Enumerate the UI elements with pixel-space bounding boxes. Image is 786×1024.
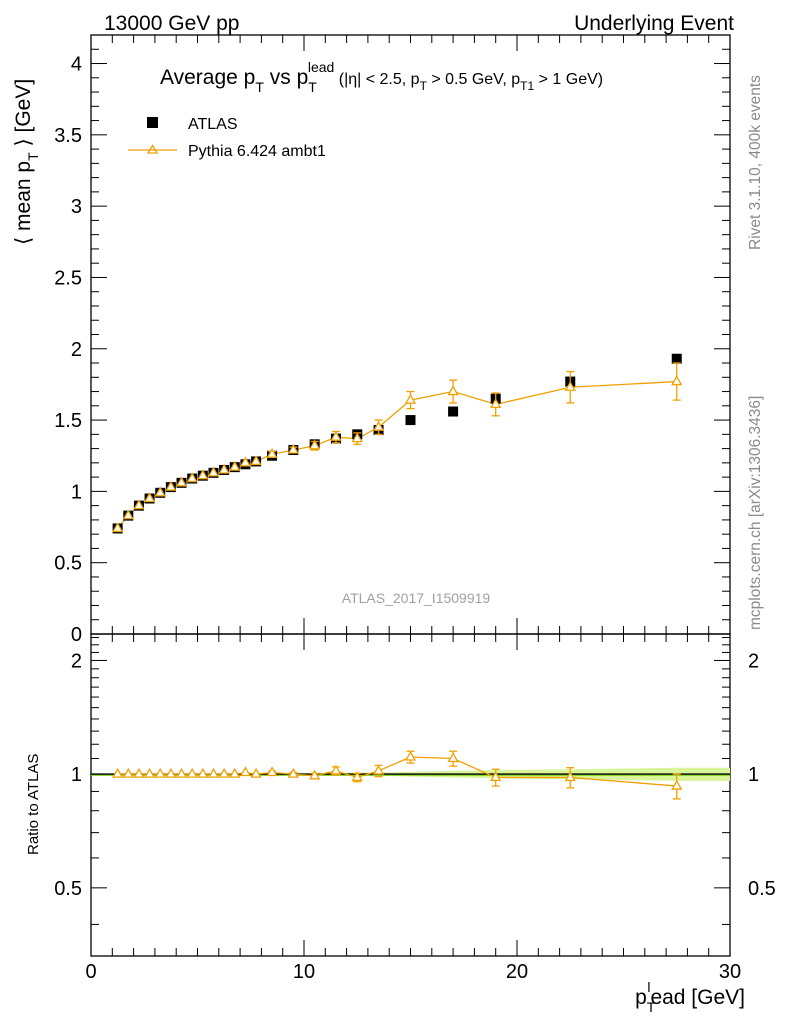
- pythia-point: [143, 492, 156, 503]
- ratio-pythia-point: [404, 750, 417, 761]
- pythia-point: [404, 393, 417, 404]
- ratio-y-tick-label-right: 2: [748, 650, 759, 672]
- atlas-point: [671, 353, 682, 364]
- ratio-y-tick-label-right: 0.5: [748, 878, 776, 900]
- pythia-point: [351, 432, 363, 443]
- ratio-pythia-point: [671, 779, 683, 790]
- pythia-point: [309, 439, 321, 450]
- pythia-point: [122, 509, 134, 520]
- ratio-pythia-point: [218, 767, 230, 778]
- chart-title: Average pT vs pTlead (|η| < 2.5, pT > 0.…: [160, 59, 603, 95]
- ratio-pythia-point: [229, 767, 241, 778]
- x-axis-label: pTlead [GeV]: [635, 979, 745, 1015]
- main-marks: [112, 353, 683, 534]
- ratio-pythia-point: [175, 767, 188, 778]
- pythia-point: [564, 380, 576, 391]
- pythia-line: [117, 380, 677, 529]
- pythia-point: [250, 455, 262, 466]
- pythia-point: [266, 447, 278, 458]
- x-tick-label: 30: [719, 961, 741, 983]
- legend-pythia-label: Pythia 6.424 ambt1: [188, 143, 326, 160]
- ratio-pythia-point: [197, 767, 209, 778]
- pythia-point: [287, 443, 299, 454]
- ratio-marks: [91, 750, 731, 800]
- main-plot-frame: [90, 34, 731, 635]
- pythia-point: [133, 499, 145, 510]
- ratio-pythia-point: [490, 771, 502, 782]
- y-tick-label: 1: [71, 481, 82, 503]
- ratio-y-tick-label: 0.5: [54, 878, 82, 900]
- ratio-pythia-point: [207, 767, 220, 778]
- ratio-pythia-point: [112, 767, 124, 778]
- ratio-pythia-point: [154, 767, 166, 778]
- y-tick-label: 4: [71, 54, 82, 76]
- atlas-point: [405, 415, 416, 426]
- legend-atlas-label: ATLAS: [188, 116, 238, 133]
- rivet-label: Rivet 3.1.10, 400k events: [747, 75, 764, 250]
- ratio-pythia-point: [165, 767, 177, 778]
- ratio-y-axis-label: Ratio to ATLAS: [25, 754, 42, 855]
- pythia-point: [447, 385, 459, 396]
- ratio-pythia-point: [330, 764, 342, 775]
- y-tick-label: 2: [71, 339, 82, 361]
- ratio-pythia-point: [351, 771, 363, 782]
- ratio-pythia-point: [372, 764, 385, 775]
- pythia-point: [671, 375, 683, 386]
- y-tick-label: 0.5: [54, 553, 82, 575]
- y-tick-label: 0: [71, 624, 82, 646]
- ratio-axes: 0 10 20 30 0.5 0.5 1 1 2 2: [54, 634, 776, 983]
- ratio-pythia-point: [266, 766, 278, 777]
- ratio-y-tick-label-right: 1: [748, 764, 759, 786]
- header-left: 13000 GeV pp: [104, 12, 239, 35]
- ratio-pythia-point: [239, 766, 252, 777]
- ratio-plot-frame: [90, 633, 731, 957]
- pythia-point: [229, 460, 241, 471]
- pythia-point: [154, 486, 166, 497]
- ratio-pythia-point: [186, 767, 198, 778]
- header-right: Underlying Event: [574, 12, 734, 35]
- pythia-point: [239, 456, 252, 467]
- pythia-point: [490, 398, 502, 409]
- x-tick-label: 20: [506, 961, 528, 983]
- ratio-pythia-point: [143, 767, 156, 778]
- ratio-pythia-point: [250, 767, 262, 778]
- mcplots-label: mcplots.cern.ch [arXiv:1306.3436]: [747, 396, 764, 630]
- legend-atlas-marker: [147, 117, 158, 128]
- ratio-pythia-point: [133, 767, 145, 778]
- pythia-point: [218, 463, 230, 474]
- legend: ATLAS Pythia 6.424 ambt1: [128, 116, 326, 160]
- x-tick-label: 0: [85, 961, 96, 983]
- ratio-pythia-point: [447, 752, 459, 763]
- pythia-point: [197, 469, 209, 480]
- pythia-point: [165, 480, 177, 491]
- ratio-y-tick-label: 2: [71, 650, 82, 672]
- pythia-point: [372, 420, 385, 431]
- y-tick-label: 2.5: [54, 267, 82, 289]
- main-axes: 0 0.5 1 1.5 2 2.5 3 3.5 4: [54, 34, 731, 646]
- pythia-point: [186, 472, 198, 483]
- ratio-pythia-point: [287, 767, 299, 778]
- y-axis-label: ⟨ mean pT ⟩ [GeV]: [12, 79, 41, 245]
- pythia-point: [330, 430, 342, 441]
- y-tick-label: 1.5: [54, 410, 82, 432]
- pythia-point: [112, 522, 124, 533]
- atlas-point: [448, 406, 459, 417]
- ratio-pythia-point: [564, 771, 576, 782]
- ratio-pythia-point: [309, 769, 321, 780]
- ratio-y-tick-label: 1: [71, 764, 82, 786]
- pythia-point: [207, 466, 220, 477]
- ratio-pythia-point: [122, 767, 134, 778]
- pythia-point: [175, 476, 188, 487]
- legend-pythia-marker: [146, 144, 159, 154]
- analysis-id: ATLAS_2017_I1509919: [342, 590, 491, 606]
- y-tick-label: 3.5: [54, 125, 82, 147]
- x-tick-label: 10: [293, 961, 315, 983]
- y-tick-label: 3: [71, 196, 82, 218]
